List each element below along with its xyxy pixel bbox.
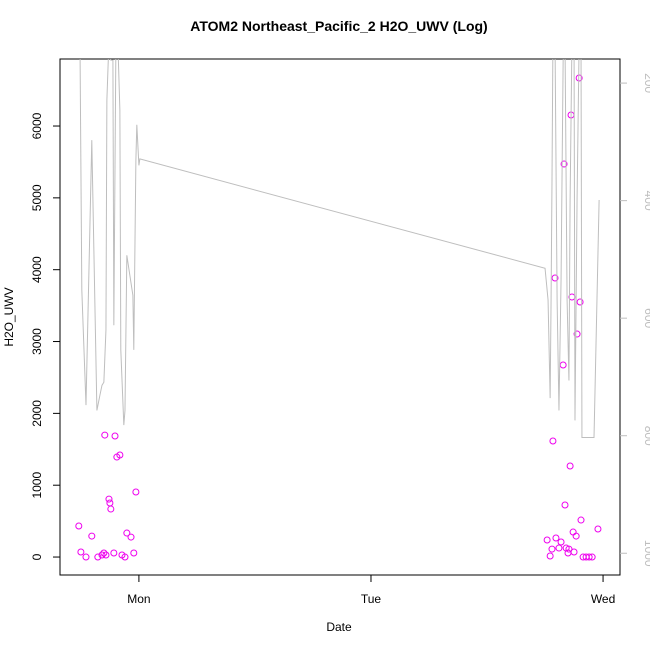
y2-tick-label: 400 [642,191,650,211]
y-tick-label: 1000 [30,472,44,499]
x-axis-label: Date [326,620,352,634]
data-point [98,551,106,559]
data-point [102,551,110,559]
y2-tick-label: 800 [642,426,650,446]
data-point [546,552,554,560]
data-point [577,516,585,524]
plot-area [75,59,602,561]
data-point [576,298,584,306]
data-point [116,451,124,459]
data-point [588,553,596,561]
data-point [88,532,96,540]
x-tick-label: Wed [591,592,615,606]
data-point [127,533,135,541]
data-point [110,549,118,557]
data-point [106,499,114,507]
data-point [560,160,568,168]
pressure-line [79,59,600,438]
chart-title: ATOM2 Northeast_Pacific_2 H2O_UWV (Log) [190,18,487,34]
data-point [82,553,90,561]
x-tick-label: Tue [361,592,382,606]
y-tick-label: 0 [30,553,44,560]
data-point [570,548,578,556]
data-point [569,528,577,536]
y-tick-label: 4000 [30,256,44,283]
data-point [557,538,565,546]
data-point [543,536,551,544]
data-point [75,522,83,530]
data-point [585,553,593,561]
data-point [105,495,113,503]
y-tick-label: 3000 [30,328,44,355]
data-point [107,505,115,513]
data-point [551,274,559,282]
data-point [594,525,602,533]
data-point [549,437,557,445]
data-point [572,532,580,540]
plot-frame [59,58,621,576]
data-point [548,545,556,553]
data-point [100,549,108,557]
data-point [566,462,574,470]
data-point [77,548,85,556]
data-point [565,545,573,553]
x-tick-label: Mon [127,592,150,606]
y-tick-label: 2000 [30,400,44,427]
data-point [123,529,131,537]
data-point [111,432,119,440]
y2-tick-label: 1000 [642,540,650,567]
data-point [555,544,563,552]
data-point [130,549,138,557]
data-point [121,553,129,561]
data-point [101,431,109,439]
data-point [552,534,560,542]
data-point [132,488,140,496]
data-point [559,361,567,369]
data-point [573,330,581,338]
y-axis-label: H2O_UWV [2,287,16,346]
data-point [94,553,102,561]
y2-tick-label: 200 [642,73,650,93]
y-tick-label: 6000 [30,112,44,139]
y-tick-label: 5000 [30,184,44,211]
data-point [561,501,569,509]
y2-tick-label: 600 [642,308,650,328]
